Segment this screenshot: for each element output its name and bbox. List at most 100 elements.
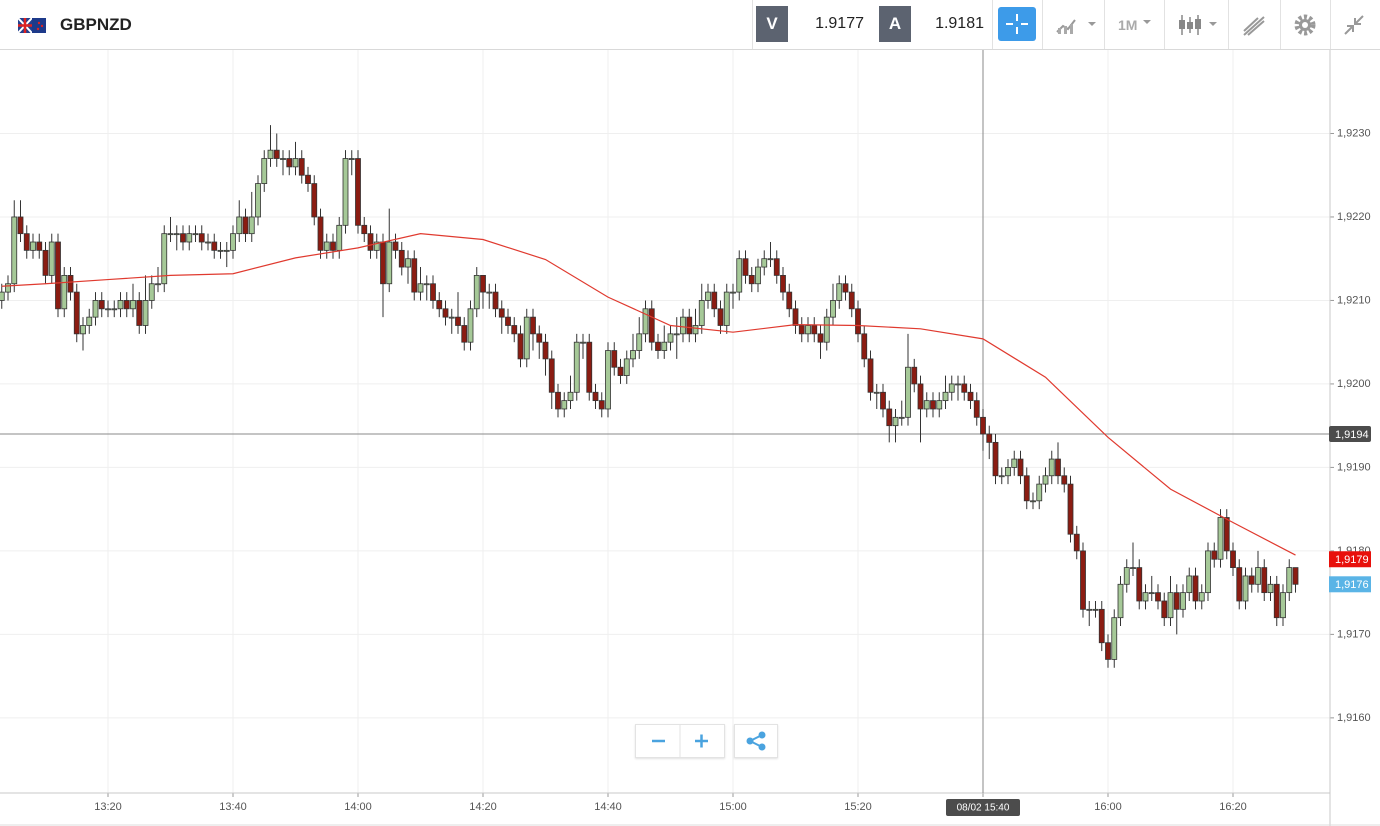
candle-body — [730, 291, 736, 294]
candle-body — [861, 333, 868, 360]
candle-body — [1086, 608, 1093, 611]
buy-label[interactable]: A — [879, 6, 911, 42]
candle-body — [67, 275, 74, 293]
candle-body — [298, 158, 305, 176]
candle-body — [105, 308, 111, 311]
candle-body — [80, 325, 86, 335]
x-tick-label: 16:20 — [1219, 801, 1247, 813]
candle-body — [748, 275, 755, 285]
candle-body — [30, 241, 36, 251]
buy-price[interactable]: 1.9181 — [935, 15, 984, 32]
candle-body — [1055, 458, 1061, 477]
x-tick-label: 14:40 — [594, 801, 622, 813]
candle-body — [1280, 592, 1286, 619]
candle-body — [867, 358, 874, 393]
candle-body — [786, 291, 793, 310]
candle-body — [886, 408, 893, 427]
candle-body — [536, 333, 543, 343]
candle-body — [1005, 467, 1011, 477]
candle-body — [973, 400, 980, 418]
sell-label[interactable]: V — [756, 6, 788, 42]
candle-body — [1223, 517, 1230, 552]
price-marker — [1329, 576, 1371, 593]
candle-body — [505, 316, 511, 326]
candle-body — [1173, 592, 1180, 610]
chart-type-button[interactable] — [1055, 14, 1099, 36]
candle-body — [717, 308, 724, 326]
candle-body — [205, 241, 211, 244]
sell-price[interactable]: 1.9177 — [815, 15, 864, 32]
candle-body — [798, 325, 805, 335]
share-button[interactable] — [734, 724, 778, 758]
candle-body — [1142, 592, 1149, 602]
candle-body — [711, 291, 718, 310]
candle-body — [267, 149, 274, 159]
candle-body — [448, 316, 455, 319]
candle-body — [1092, 608, 1099, 611]
candle-body — [261, 158, 268, 184]
candle-body — [155, 283, 161, 286]
candle-body — [367, 233, 374, 251]
draw-button[interactable] — [1242, 13, 1268, 37]
candle-body — [1030, 500, 1036, 503]
candle-body — [1011, 458, 1018, 468]
candle-body — [1080, 550, 1086, 610]
candle-body — [1192, 575, 1199, 602]
candle-body — [442, 308, 449, 318]
x-tick-label: 15:20 — [844, 801, 872, 813]
zoom-buttons[interactable] — [636, 725, 724, 757]
candle-body — [455, 316, 461, 326]
candle-body — [355, 158, 361, 226]
candle-body — [36, 241, 43, 251]
candle-button[interactable] — [1178, 13, 1220, 37]
candle-body — [830, 300, 836, 318]
zoom-controls — [635, 724, 725, 758]
candle-body — [742, 258, 749, 276]
candle-body — [123, 300, 130, 310]
candle-body — [230, 233, 236, 251]
candle-body — [1273, 583, 1280, 619]
y-tick-label: 1,9200 — [1337, 378, 1371, 390]
candle-body — [498, 308, 505, 318]
candle-body — [736, 258, 743, 293]
candle-body — [880, 391, 886, 410]
candle-body — [911, 366, 918, 385]
candle-body — [948, 383, 955, 393]
timeframe-button[interactable]: 1M — [1118, 17, 1138, 33]
candle-body — [423, 283, 430, 286]
candle-body — [542, 341, 549, 360]
candle-body — [392, 241, 399, 251]
candle-body — [111, 308, 118, 311]
candle-body — [1211, 550, 1218, 560]
moving-average — [1, 233, 1296, 556]
crosshair-button[interactable] — [998, 7, 1036, 41]
x-tick-label: 14:20 — [469, 801, 497, 813]
candle-body — [1098, 608, 1105, 644]
candle-body — [942, 391, 949, 402]
y-tick-label: 1,9160 — [1337, 712, 1371, 724]
candle-body — [805, 325, 811, 335]
y-tick-label: 1,9220 — [1337, 211, 1371, 223]
candle-body — [517, 333, 524, 360]
candle-body — [917, 383, 924, 410]
candle-body — [55, 241, 61, 310]
candle-body — [873, 391, 880, 394]
candle-body — [236, 216, 243, 235]
candle-body — [723, 291, 730, 326]
collapse-button[interactable] — [1342, 13, 1368, 37]
candle-body — [773, 258, 780, 276]
candle-body — [992, 441, 999, 477]
candle-body — [930, 400, 936, 410]
candle-body — [348, 158, 355, 160]
candle-body — [211, 241, 218, 251]
candle-body — [417, 283, 424, 293]
candle-body — [1067, 483, 1074, 535]
candle-body — [673, 333, 680, 336]
candle-body — [273, 149, 280, 159]
candle-body — [398, 249, 405, 268]
candle-body — [1073, 533, 1080, 552]
candle-body — [1267, 583, 1274, 594]
candle-body — [142, 300, 149, 326]
settings-button[interactable] — [1292, 13, 1318, 39]
candle-body — [1117, 583, 1124, 619]
